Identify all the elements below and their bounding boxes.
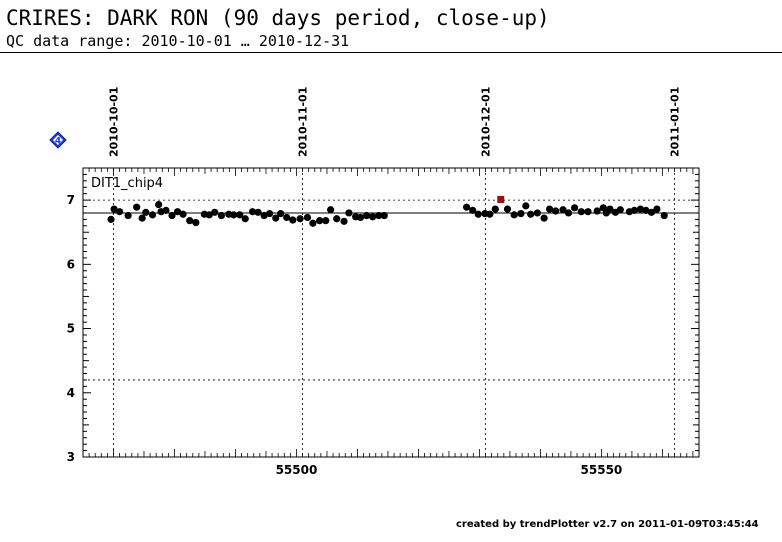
data-point-31	[289, 216, 297, 224]
x-tick-label-55550: 55550	[581, 463, 623, 477]
data-point-11	[168, 211, 176, 220]
footer-credit: created by trendPlotter v2.7 on 2011-01-…	[456, 519, 759, 530]
data-point-67	[593, 207, 601, 215]
data-point-37	[327, 206, 335, 214]
date-tick-label-3: 2011-01-01	[669, 87, 682, 157]
data-point-21	[230, 211, 238, 219]
diamond-marker-icon: 4	[49, 131, 67, 149]
data-point-49	[474, 210, 482, 218]
data-point-27	[266, 209, 274, 218]
data-point-38	[333, 215, 341, 223]
x-tick-label-55500: 55500	[276, 463, 318, 477]
data-point-65	[577, 208, 585, 216]
data-point-33	[303, 213, 312, 222]
data-point-79	[660, 211, 668, 220]
data-point-24	[248, 208, 257, 216]
data-point-44	[369, 213, 377, 221]
data-point-1	[110, 205, 118, 213]
data-point-55	[517, 209, 525, 218]
data-point-28	[272, 214, 280, 222]
y-tick-label-3: 3	[67, 450, 75, 464]
data-point-42	[356, 213, 365, 222]
data-point-2	[115, 208, 124, 216]
data-point-66	[584, 208, 592, 216]
data-point-22	[236, 211, 244, 219]
data-point-76	[642, 206, 650, 214]
data-point-77	[647, 208, 656, 216]
data-point-52	[491, 205, 499, 213]
data-point-57	[527, 210, 535, 218]
data-point-3	[124, 211, 132, 220]
data-point-72	[616, 206, 624, 214]
data-point-0	[107, 215, 115, 223]
data-point-15	[192, 218, 200, 227]
data-point-26	[260, 211, 268, 220]
data-point-62	[559, 206, 567, 214]
y-tick-label-7: 7	[67, 193, 75, 207]
data-point-78	[653, 205, 661, 213]
data-point-51	[486, 210, 494, 218]
data-point-59	[540, 214, 548, 222]
data-point-64	[570, 204, 579, 212]
data-point-30	[283, 213, 291, 222]
data-point-6	[142, 208, 150, 216]
data-point-36	[322, 217, 330, 225]
data-point-54	[510, 211, 518, 219]
data-point-56	[522, 202, 530, 210]
data-point-7	[148, 211, 157, 219]
data-point-46	[380, 211, 388, 220]
data-point-17	[205, 211, 213, 219]
data-point-29	[277, 209, 285, 218]
data-point-58	[533, 209, 541, 217]
diamond-marker-label: 4	[55, 137, 61, 147]
data-point-8	[155, 201, 163, 209]
outlier-point-0	[497, 195, 505, 203]
data-point-23	[241, 215, 249, 223]
date-tick-label-1: 2010-11-01	[297, 87, 310, 157]
page-title: CRIRES: DARK RON (90 days period, close-…	[6, 6, 550, 30]
date-tick-label-0: 2010-10-01	[107, 87, 120, 157]
plot-frame	[82, 167, 700, 458]
data-point-75	[636, 205, 645, 213]
panel-label: DIT1_chip4	[91, 176, 163, 191]
y-tick-label-5: 5	[67, 322, 75, 336]
data-point-53	[503, 205, 512, 213]
data-point-12	[173, 208, 182, 216]
data-point-74	[630, 206, 638, 214]
data-point-39	[340, 217, 348, 225]
data-point-18	[211, 208, 219, 216]
y-tick-label-6: 6	[67, 257, 75, 271]
data-point-5	[138, 214, 146, 222]
data-point-60	[545, 205, 554, 213]
data-point-61	[552, 207, 560, 215]
data-point-43	[363, 211, 371, 220]
data-point-40	[345, 209, 353, 217]
data-range-subtitle: QC data range: 2010-10-01 … 2010-12-31	[6, 32, 350, 50]
data-point-4	[133, 203, 141, 211]
date-tick-label-2: 2010-12-01	[480, 87, 493, 157]
data-point-45	[375, 211, 383, 220]
data-point-14	[186, 217, 194, 225]
data-point-47	[463, 203, 471, 211]
data-point-19	[217, 211, 226, 220]
data-point-35	[316, 217, 324, 225]
data-point-48	[469, 206, 477, 214]
data-point-32	[296, 215, 304, 223]
header-divider	[0, 52, 782, 53]
y-tick-label-4: 4	[67, 386, 75, 400]
data-point-63	[564, 209, 573, 217]
data-point-10	[162, 206, 170, 214]
data-point-25	[254, 208, 262, 216]
data-point-34	[309, 219, 317, 227]
data-point-13	[179, 210, 187, 218]
data-point-70	[606, 205, 614, 213]
